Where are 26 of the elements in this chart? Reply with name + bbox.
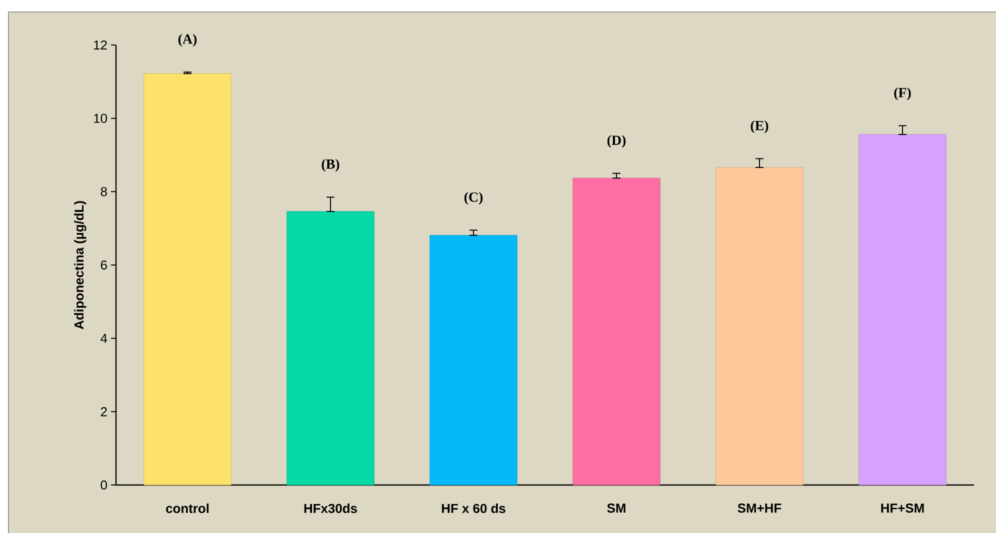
- y-tick-label: 10: [94, 114, 107, 123]
- y-tick-label: 2: [100, 407, 107, 416]
- bar: [716, 167, 804, 486]
- y-axis-title: Adiponectina (µg/dL): [74, 201, 86, 330]
- bar: [430, 235, 518, 486]
- y-tick-label: 4: [100, 334, 108, 343]
- annotation: (F): [894, 87, 911, 100]
- annotation: (C): [464, 192, 483, 205]
- x-tick-label: HF+SM: [881, 504, 924, 513]
- x-tick-label: SM: [607, 504, 626, 513]
- bar: [286, 211, 374, 486]
- x-tick-label: HF x 60 ds: [442, 504, 506, 514]
- x-tick-label: SM+HF: [738, 504, 782, 513]
- annotation: (A): [178, 34, 197, 47]
- bar: [572, 178, 660, 486]
- annotation: (B): [322, 158, 340, 172]
- x-tick-label: control: [166, 504, 209, 514]
- annotation: (D): [607, 135, 626, 148]
- y-tick-label: 12: [94, 40, 107, 50]
- y-tick-label: 6: [100, 260, 107, 270]
- y-tick-label: 0: [100, 480, 107, 490]
- annotation: (E): [750, 120, 768, 134]
- bar: [144, 73, 232, 486]
- x-tick-label: HFx30ds: [304, 504, 357, 514]
- bar: [858, 134, 946, 486]
- y-tick-label: 8: [100, 187, 107, 196]
